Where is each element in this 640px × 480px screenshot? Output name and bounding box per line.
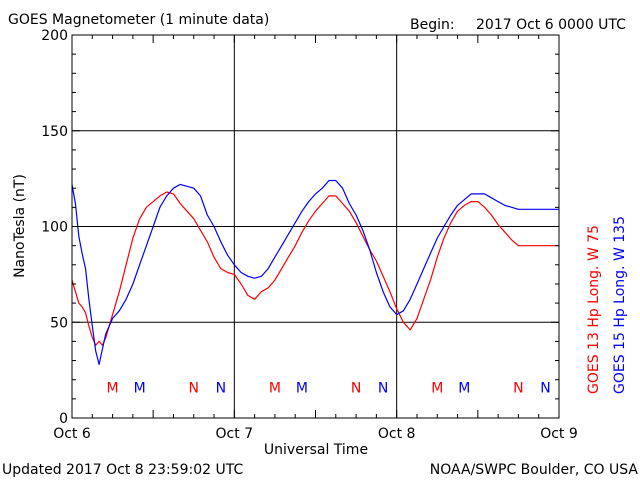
series-layer: [71, 179, 559, 365]
marker-m: M: [107, 380, 119, 396]
y-tick-label: 200: [41, 28, 68, 44]
updated-timestamp: Updated 2017 Oct 8 23:59:02 UTC: [2, 462, 243, 478]
y-tick-label: 100: [41, 220, 68, 236]
marker-n: N: [189, 380, 199, 396]
x-tick-label: Oct 8: [378, 426, 416, 442]
axis-ticks: 0 50 100 150 200 Oct 6 Oct 7 Oct 8 Oct 9: [41, 28, 578, 442]
marker-n: N: [351, 380, 361, 396]
y-axis-label: NanoTesla (nT): [12, 174, 28, 278]
grid: [72, 35, 559, 418]
legend-goes15: GOES 15 Hp Long. W 135: [612, 216, 628, 394]
series-line-goes13: [71, 191, 559, 346]
marker-m: M: [134, 380, 146, 396]
x-axis-label: Universal Time: [264, 442, 368, 458]
x-tick-label: Oct 7: [216, 426, 254, 442]
legend-goes13: GOES 13 Hp Long. W 75: [586, 225, 602, 394]
marker-m: M: [458, 380, 470, 396]
y-tick-label: 150: [41, 124, 68, 140]
y-tick-label: 50: [50, 315, 68, 331]
marker-m: M: [296, 380, 308, 396]
marker-n: N: [540, 380, 550, 396]
marker-n: N: [513, 380, 523, 396]
x-tick-label: Oct 9: [540, 426, 578, 442]
y-tick-label: 0: [59, 411, 68, 427]
x-tick-label: Oct 6: [53, 426, 91, 442]
marker-m: M: [431, 380, 443, 396]
marker-m: M: [269, 380, 281, 396]
chart-title: GOES Magnetometer (1 minute data): [8, 12, 269, 28]
series-line-goes15: [71, 179, 559, 365]
begin-value: 2017 Oct 6 0000 UTC: [476, 17, 626, 33]
begin-label: Begin:: [410, 17, 455, 33]
marker-n: N: [216, 380, 226, 396]
credit: NOAA/SWPC Boulder, CO USA: [430, 462, 639, 478]
marker-n: N: [378, 380, 388, 396]
